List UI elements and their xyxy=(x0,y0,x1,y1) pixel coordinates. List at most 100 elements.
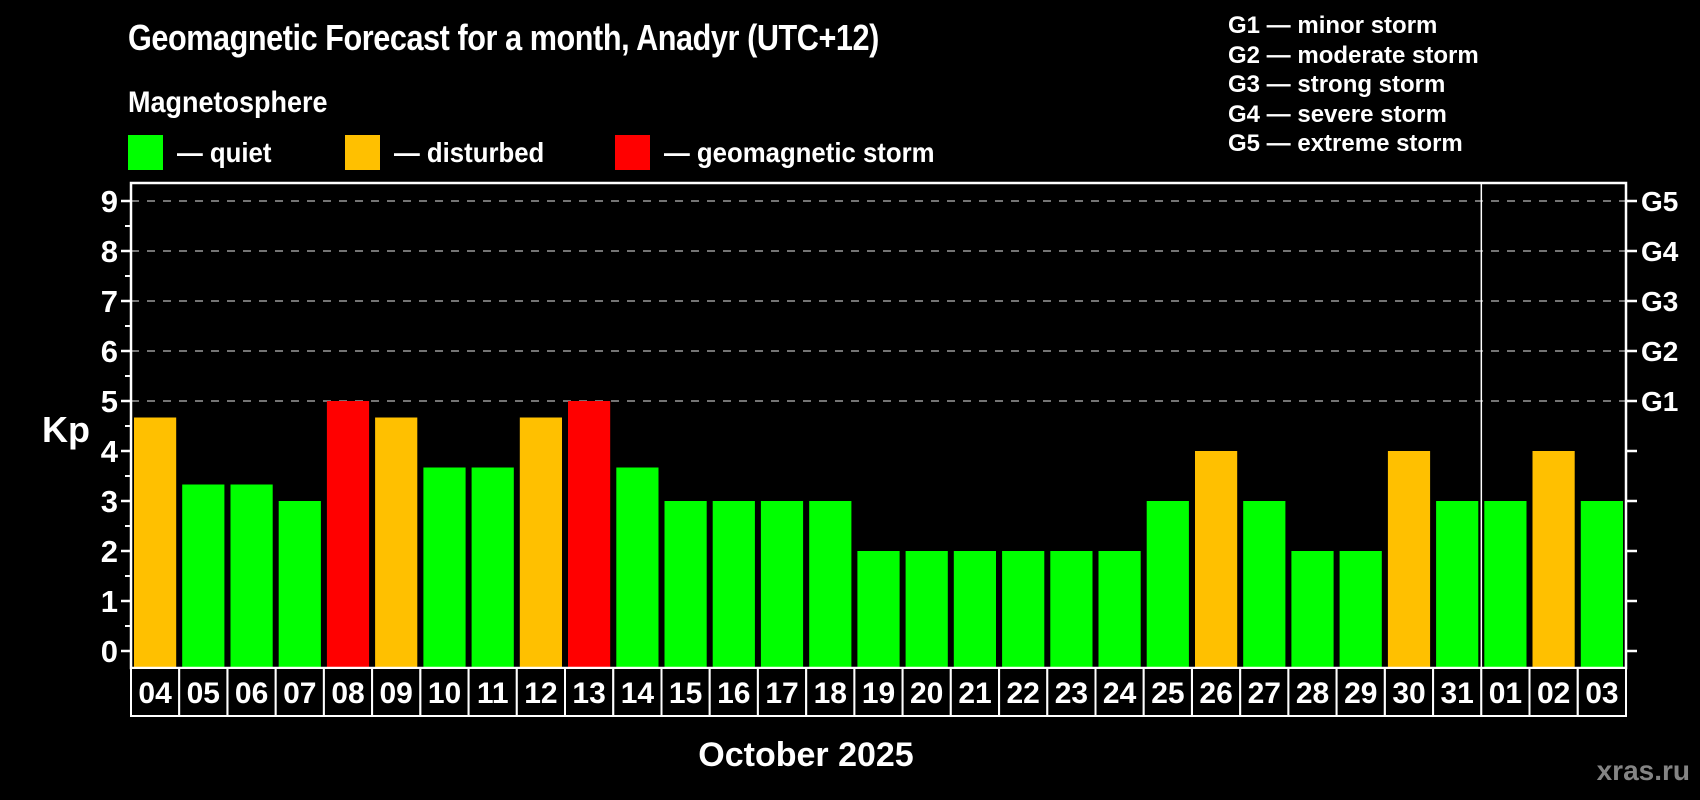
y-tick-label-2: 2 xyxy=(101,534,118,569)
storm-scale-g5: G5 — extreme storm xyxy=(1228,130,1463,157)
day-label-25: 25 xyxy=(1151,677,1184,710)
day-label-10: 10 xyxy=(428,677,461,710)
bar-day-01 xyxy=(1484,501,1527,667)
legend-item-storm: — geomagnetic storm xyxy=(615,135,958,170)
y-tick-label-5: 5 xyxy=(101,384,118,419)
y-axis-labels: 0 1 2 3 4 5 6 7 8 9 xyxy=(101,184,119,669)
bar-day-07 xyxy=(278,501,321,667)
day-cell-16 xyxy=(708,667,759,717)
legend-label-storm: — geomagnetic storm xyxy=(664,136,935,168)
y-axis-title: Kp xyxy=(42,409,90,450)
bar-day-24 xyxy=(1098,551,1141,667)
page-title: Geomagnetic Forecast for a month, Anadyr… xyxy=(128,17,879,58)
day-label-07: 07 xyxy=(283,677,316,710)
bar-day-13 xyxy=(568,401,611,667)
bar-day-17 xyxy=(760,501,804,667)
day-label-06: 06 xyxy=(235,677,268,710)
bar-day-16 xyxy=(712,501,755,667)
axis-ticks xyxy=(121,199,1637,653)
storm-level-axis-labels: G1 G2 G3 G4 G5 xyxy=(1641,186,1679,417)
day-label-03: 03 xyxy=(1585,677,1618,710)
day-cell-03 xyxy=(1576,667,1628,717)
day-label-26: 26 xyxy=(1199,677,1232,710)
day-label-24: 24 xyxy=(1103,677,1137,710)
disturbed-swatch-icon xyxy=(345,135,380,170)
day-cell-14 xyxy=(612,667,663,717)
day-cell-24 xyxy=(1094,667,1145,717)
g-level-label-G3: G3 xyxy=(1641,286,1678,317)
bar-day-14 xyxy=(616,467,659,667)
storm-scale-g4: G4 — severe storm xyxy=(1228,100,1447,128)
y-tick-label-7: 7 xyxy=(101,284,118,319)
bar-day-23 xyxy=(1050,551,1093,667)
day-cell-15 xyxy=(660,667,711,717)
day-cell-02 xyxy=(1528,667,1579,717)
bar-day-26 xyxy=(1195,451,1238,667)
watermark: xras.ru xyxy=(1596,755,1690,786)
y-tick-label-4: 4 xyxy=(101,434,119,469)
y-tick-label-0: 0 xyxy=(101,634,118,669)
bar-day-22 xyxy=(1002,551,1045,667)
day-label-23: 23 xyxy=(1055,677,1088,710)
bar-day-31 xyxy=(1436,501,1479,667)
magnetosphere-label: Magnetosphere xyxy=(128,86,328,119)
g-level-label-G2: G2 xyxy=(1641,336,1678,367)
day-label-row: 04 05 06 07 08 09 10 11 12 13 14 15 16 17 18 19 20 21 22 23… xyxy=(130,667,1628,717)
day-label-04: 04 xyxy=(138,677,172,710)
bar-day-27 xyxy=(1243,501,1286,667)
day-label-17: 17 xyxy=(765,677,798,710)
bar-day-21 xyxy=(953,551,996,667)
storm-scale-g1: G1 — minor storm xyxy=(1228,12,1438,39)
day-cell-30 xyxy=(1383,667,1435,717)
gridlines xyxy=(131,200,1626,402)
bar-day-08 xyxy=(326,401,370,667)
day-label-21: 21 xyxy=(958,677,991,710)
day-label-19: 19 xyxy=(862,677,895,710)
day-label-09: 09 xyxy=(380,677,413,710)
bar-day-12 xyxy=(519,417,562,667)
bar-day-02 xyxy=(1532,451,1575,667)
x-axis-title: October 2025 xyxy=(698,736,914,774)
day-label-15: 15 xyxy=(669,677,702,710)
bar-day-19 xyxy=(857,551,900,667)
day-label-20: 20 xyxy=(910,677,943,710)
bar-day-10 xyxy=(423,467,466,667)
day-label-11: 11 xyxy=(477,677,509,710)
day-cell-04 xyxy=(130,667,181,717)
day-label-14: 14 xyxy=(621,677,655,710)
legend-label-disturbed: — disturbed xyxy=(394,136,545,168)
bar-day-03 xyxy=(1580,501,1623,667)
y-tick-label-1: 1 xyxy=(101,584,118,619)
day-cell-27 xyxy=(1239,667,1290,717)
bar-day-30 xyxy=(1387,451,1431,667)
bar-day-28 xyxy=(1291,551,1334,667)
day-cell-12 xyxy=(515,667,566,717)
day-cell-01 xyxy=(1480,667,1531,717)
legend-item-quiet: — quiet xyxy=(128,135,280,170)
storm-scale-g3: G3 — strong storm xyxy=(1228,71,1446,98)
day-label-01: 01 xyxy=(1489,677,1522,710)
bars xyxy=(134,401,1623,667)
legend-label-quiet: — quiet xyxy=(177,136,272,168)
day-cell-23 xyxy=(1046,667,1097,717)
day-label-02: 02 xyxy=(1537,677,1570,710)
day-cell-18 xyxy=(805,667,856,717)
day-label-16: 16 xyxy=(717,677,750,710)
day-cell-22 xyxy=(998,667,1049,717)
day-cell-13 xyxy=(564,667,615,717)
g-level-label-G4: G4 xyxy=(1641,236,1679,267)
g-level-label-G1: G1 xyxy=(1641,386,1678,417)
day-label-31: 31 xyxy=(1441,677,1474,710)
storm-swatch-icon xyxy=(615,135,650,170)
day-cell-17 xyxy=(756,667,808,717)
legend-item-disturbed: — disturbed xyxy=(345,135,557,170)
day-cell-09 xyxy=(371,667,422,717)
day-label-12: 12 xyxy=(524,677,557,710)
day-label-30: 30 xyxy=(1392,677,1425,710)
bar-day-20 xyxy=(905,551,948,667)
y-tick-label-3: 3 xyxy=(101,484,118,519)
storm-scale-legend: G1 — minor storm G2 — moderate storm G3 … xyxy=(1228,11,1479,159)
day-label-22: 22 xyxy=(1007,677,1040,710)
day-label-13: 13 xyxy=(572,677,605,710)
